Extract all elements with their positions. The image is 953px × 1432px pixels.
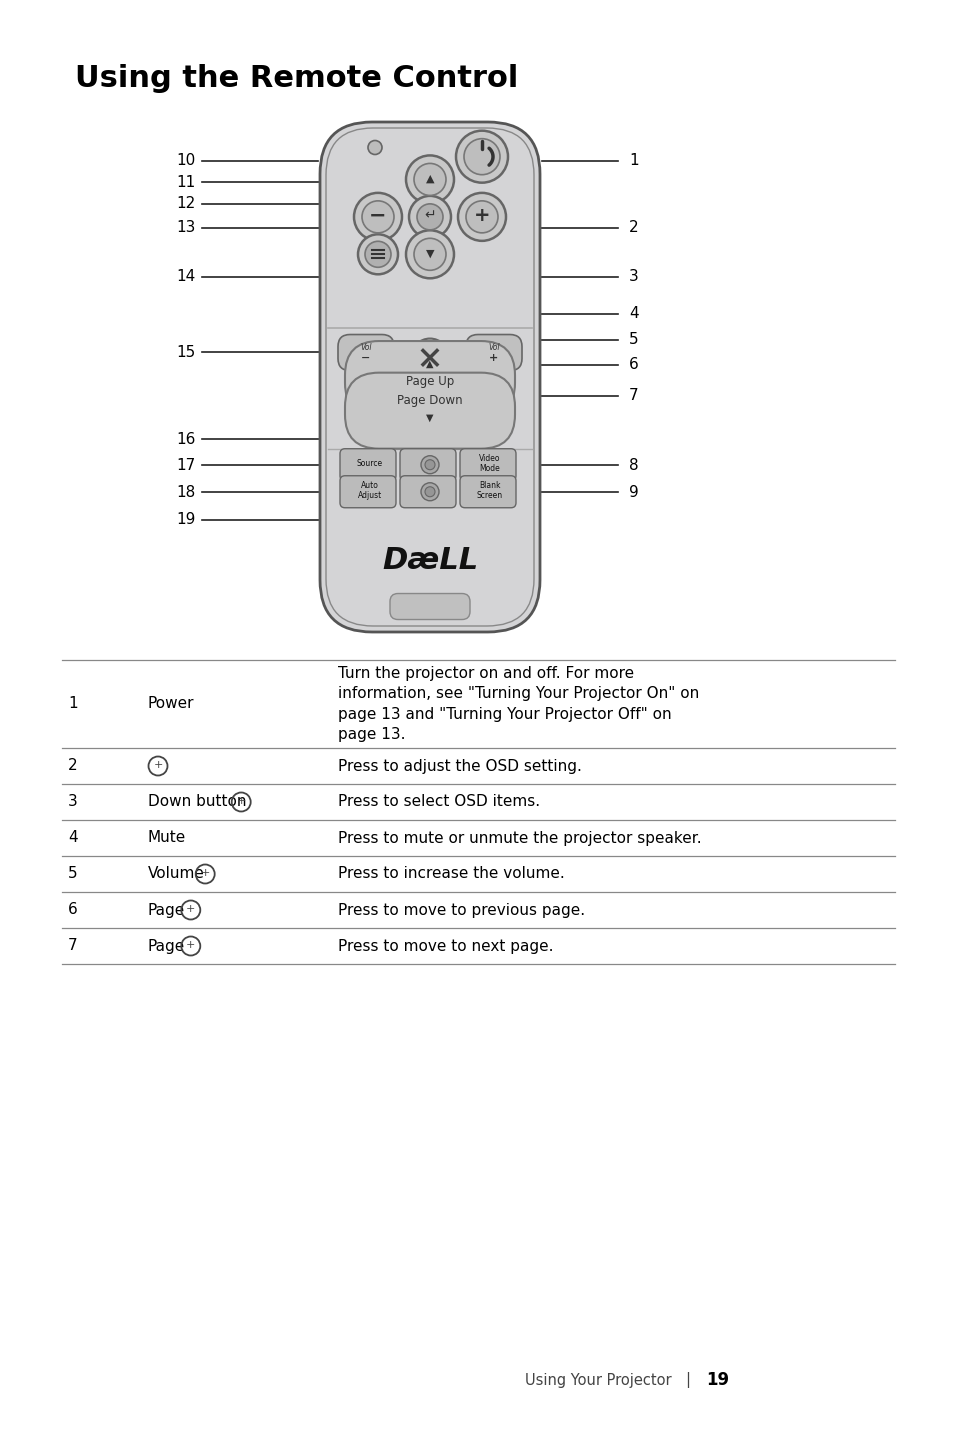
Text: 18: 18 xyxy=(176,485,195,500)
Text: 7: 7 xyxy=(628,388,638,404)
Text: 19: 19 xyxy=(176,513,195,527)
Text: +: + xyxy=(186,939,195,949)
Text: 15: 15 xyxy=(176,345,195,359)
Text: Page Up: Page Up xyxy=(405,375,454,388)
Text: 11: 11 xyxy=(176,175,195,189)
Text: Turn the projector on and off. For more
information, see "Turning Your Projector: Turn the projector on and off. For more … xyxy=(337,666,699,742)
Text: ▼: ▼ xyxy=(426,412,434,422)
Circle shape xyxy=(424,487,435,497)
Text: −: − xyxy=(369,206,386,226)
Text: 13: 13 xyxy=(176,221,195,235)
Text: DæLL: DæLL xyxy=(381,546,477,576)
Text: ↵: ↵ xyxy=(424,209,436,223)
Text: −: − xyxy=(361,352,371,362)
Text: 5: 5 xyxy=(628,332,638,348)
FancyBboxPatch shape xyxy=(390,593,470,620)
FancyBboxPatch shape xyxy=(399,475,456,508)
FancyBboxPatch shape xyxy=(459,475,516,508)
Text: |: | xyxy=(685,1372,690,1388)
Circle shape xyxy=(414,238,446,271)
Circle shape xyxy=(406,156,454,203)
FancyBboxPatch shape xyxy=(339,448,395,481)
Text: +: + xyxy=(489,352,498,362)
Circle shape xyxy=(420,483,438,501)
Text: Auto
Adjust: Auto Adjust xyxy=(357,481,382,500)
Text: ▲: ▲ xyxy=(425,173,434,183)
Circle shape xyxy=(354,193,401,241)
Text: Source: Source xyxy=(356,460,383,468)
Text: 2: 2 xyxy=(68,759,77,773)
Text: +: + xyxy=(186,904,195,914)
Text: +: + xyxy=(153,760,163,770)
FancyBboxPatch shape xyxy=(345,341,515,417)
Text: 2: 2 xyxy=(628,221,638,235)
Text: Page Down: Page Down xyxy=(396,394,462,407)
Text: Power: Power xyxy=(148,696,194,712)
Text: Press to move to next page.: Press to move to next page. xyxy=(337,938,553,954)
Circle shape xyxy=(420,455,438,474)
Text: 14: 14 xyxy=(176,269,195,284)
Text: Vol: Vol xyxy=(488,344,499,352)
Circle shape xyxy=(361,200,394,233)
Text: ▲: ▲ xyxy=(426,359,434,369)
Text: 9: 9 xyxy=(628,485,639,500)
Circle shape xyxy=(416,203,442,231)
Circle shape xyxy=(456,130,507,183)
Circle shape xyxy=(406,231,454,278)
Text: 5: 5 xyxy=(68,866,77,882)
Text: Page: Page xyxy=(148,902,185,918)
Text: 17: 17 xyxy=(176,458,195,473)
Text: Video
Mode: Video Mode xyxy=(478,454,500,474)
Text: 3: 3 xyxy=(68,795,77,809)
Text: 4: 4 xyxy=(68,831,77,845)
Text: Press to adjust the OSD setting.: Press to adjust the OSD setting. xyxy=(337,759,581,773)
Circle shape xyxy=(411,338,449,377)
Text: 10: 10 xyxy=(176,153,195,168)
Circle shape xyxy=(357,235,397,275)
Text: 12: 12 xyxy=(176,196,195,211)
Text: 8: 8 xyxy=(628,458,638,473)
Text: 4: 4 xyxy=(628,306,638,321)
FancyBboxPatch shape xyxy=(465,335,521,371)
Text: 3: 3 xyxy=(628,269,639,284)
Text: +: + xyxy=(200,868,210,878)
Text: 6: 6 xyxy=(628,357,639,372)
Circle shape xyxy=(424,460,435,470)
Text: Down button: Down button xyxy=(148,795,246,809)
FancyBboxPatch shape xyxy=(345,372,515,448)
Circle shape xyxy=(465,200,497,233)
Circle shape xyxy=(457,193,505,241)
Text: 16: 16 xyxy=(176,431,195,447)
Text: Using Your Projector: Using Your Projector xyxy=(525,1372,671,1388)
Text: +: + xyxy=(236,796,246,806)
Text: +: + xyxy=(474,206,490,225)
Text: Press to move to previous page.: Press to move to previous page. xyxy=(337,902,584,918)
Text: Press to increase the volume.: Press to increase the volume. xyxy=(337,866,564,882)
FancyBboxPatch shape xyxy=(459,448,516,481)
FancyBboxPatch shape xyxy=(337,335,394,371)
Circle shape xyxy=(365,242,391,268)
Text: Mute: Mute xyxy=(148,831,186,845)
Text: 1: 1 xyxy=(68,696,77,712)
Text: 19: 19 xyxy=(705,1370,728,1389)
FancyBboxPatch shape xyxy=(339,475,395,508)
Text: Vol: Vol xyxy=(360,344,372,352)
Circle shape xyxy=(368,140,381,155)
Circle shape xyxy=(463,139,499,175)
Text: Page: Page xyxy=(148,938,185,954)
Circle shape xyxy=(414,163,446,195)
Text: 6: 6 xyxy=(68,902,77,918)
FancyBboxPatch shape xyxy=(319,122,539,632)
FancyBboxPatch shape xyxy=(399,448,456,481)
Text: Using the Remote Control: Using the Remote Control xyxy=(75,64,517,93)
Circle shape xyxy=(409,196,451,238)
Text: 1: 1 xyxy=(628,153,638,168)
Text: Press to mute or unmute the projector speaker.: Press to mute or unmute the projector sp… xyxy=(337,831,700,845)
Text: 7: 7 xyxy=(68,938,77,954)
Text: Blank
Screen: Blank Screen xyxy=(476,481,502,500)
Text: Volume: Volume xyxy=(148,866,205,882)
Text: Press to select OSD items.: Press to select OSD items. xyxy=(337,795,539,809)
Text: ▼: ▼ xyxy=(425,248,434,258)
